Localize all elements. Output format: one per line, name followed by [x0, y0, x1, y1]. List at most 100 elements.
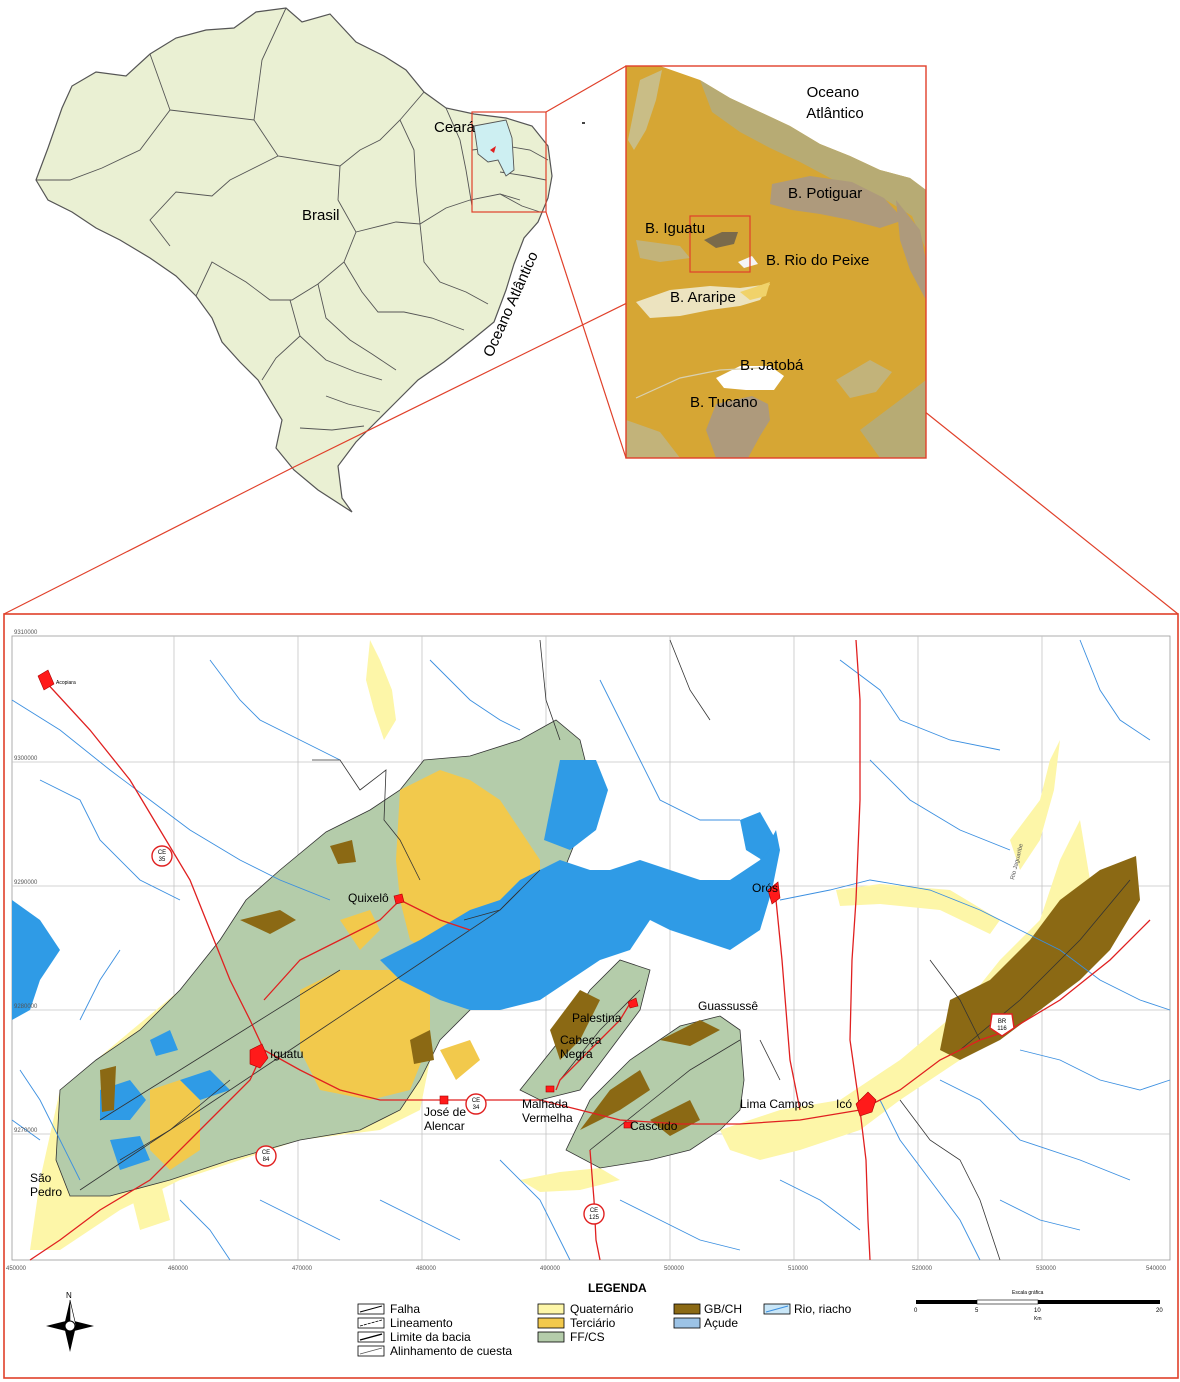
- grid-x-label: 470000: [292, 1266, 313, 1272]
- quixelo-label: Quixelô: [348, 891, 389, 905]
- shield-ce35: CE 35: [151, 845, 173, 867]
- jose-de-alencar-label-l1: José de: [424, 1105, 466, 1119]
- legend-basin-limit: Limite da bacia: [357, 1330, 471, 1344]
- inset-ocean-label: Oceano Atlântico: [806, 84, 864, 122]
- inset-detail-box: [689, 215, 751, 273]
- inset-ocean: [660, 66, 926, 190]
- legend: LEGENDA N Falha Lineamento: [46, 1281, 1163, 1358]
- araripe-label: B. Araripe: [670, 289, 736, 306]
- scale-bar: Escala gráfica 0 5 10 20 Km: [914, 1290, 1163, 1322]
- reservoir-unit: [12, 760, 780, 1170]
- scale-tick: 5: [975, 1308, 979, 1314]
- shield-ce34-l2: 34: [473, 1105, 480, 1111]
- acopiara-label: Acopiara: [56, 680, 76, 686]
- grid-x-label: 540000: [1146, 1266, 1167, 1272]
- potiguar-basin: [770, 176, 904, 228]
- ceara-label: Ceará: [434, 119, 476, 136]
- brasil-label: Brasil: [302, 207, 340, 224]
- roads: [29, 639, 1151, 1261]
- legend-gbch: GB/CH: [673, 1302, 742, 1316]
- acopiara-town: [37, 669, 55, 691]
- scale-tick: 10: [1034, 1308, 1041, 1314]
- legend-basin-limit-label: Limite da bacia: [390, 1330, 471, 1344]
- road-acopiara-iguatu: [43, 679, 265, 1051]
- legend-gbch-label: GB/CH: [704, 1302, 742, 1316]
- scale-title: Escala gráfica: [1012, 1290, 1044, 1296]
- scale-tick: 20: [1156, 1308, 1163, 1314]
- ico-town: [855, 1091, 877, 1117]
- iguatu-inset-label: B. Iguatu: [645, 220, 705, 237]
- shield-ce84-l1: CE: [262, 1150, 270, 1156]
- tucano-label: B. Tucano: [690, 394, 758, 411]
- oros-reservoir: [380, 830, 780, 1010]
- scale-unit: Km: [1034, 1316, 1042, 1322]
- grid-x-label: 450000: [6, 1266, 27, 1272]
- detail-frame: [3, 613, 1179, 1379]
- tucano-basin: [706, 396, 770, 458]
- island-marker: [582, 122, 585, 124]
- araripe-basin: [636, 284, 770, 318]
- unit-legend: Quaternário Terciário FF/CS GB/CH Açude: [537, 1302, 852, 1344]
- grid-x-label: 480000: [416, 1266, 437, 1272]
- scale-tick: 0: [914, 1308, 918, 1314]
- shield-ce34-l1: CE: [472, 1098, 480, 1104]
- north-arrow-icon: N: [46, 1291, 94, 1352]
- faults: [79, 639, 1131, 1261]
- palestina-label: Palestina: [572, 1011, 622, 1025]
- legend-acude: Açude: [673, 1316, 738, 1330]
- legend-ffcs-label: FF/CS: [570, 1330, 605, 1344]
- gbch-unit: [100, 840, 1140, 1136]
- towns: [37, 669, 877, 1129]
- legend-quaternary-label: Quaternário: [570, 1302, 634, 1316]
- iguatu-town: [249, 1043, 269, 1069]
- legend-lineament-label: Lineamento: [390, 1316, 453, 1330]
- sao-pedro-label-l1: São: [30, 1171, 52, 1185]
- detail-map: CE 35 CE 34 CE 84 CE 125 BR 116: [6, 630, 1171, 1272]
- rivers: [11, 639, 1171, 1261]
- malhada-vermelha-label-l1: Malhada: [522, 1097, 568, 1111]
- oros-town: [767, 881, 781, 905]
- line-legend: Falha Lineamento Limite da bacia Alinham…: [357, 1302, 512, 1358]
- rio-do-peixe-label: B. Rio do Peixe: [766, 252, 869, 269]
- grid-x-label: 520000: [912, 1266, 933, 1272]
- shield-ce84-l2: 84: [263, 1157, 270, 1163]
- ocean-label-line2: Atlântico: [806, 105, 864, 122]
- jatoba-label: B. Jatobá: [740, 357, 804, 374]
- grid-y-label: 9290000: [14, 880, 38, 886]
- iguatu-marker: [490, 146, 496, 153]
- state-borders: [36, 7, 549, 431]
- iguatu-basin: [704, 232, 738, 248]
- oros-label: Orós: [752, 881, 778, 895]
- grid-y-label: 9270000: [14, 1128, 38, 1134]
- legend-fault-label: Falha: [390, 1302, 420, 1316]
- legend-ffcs: FF/CS: [537, 1330, 605, 1344]
- guassusse-label: Guassussê: [698, 999, 758, 1013]
- overview-inset-box: [471, 111, 547, 213]
- grid-x-label: 500000: [664, 1266, 685, 1272]
- legend-tertiary-label: Terciário: [570, 1316, 616, 1330]
- legend-tertiary: Terciário: [537, 1316, 616, 1330]
- ico-label: Icó: [836, 1097, 852, 1111]
- road-shields: CE 35 CE 34 CE 84 CE 125 BR 116: [151, 845, 1015, 1225]
- grid-x-label: 530000: [1036, 1266, 1057, 1272]
- shield-ce125-l2: 125: [589, 1215, 600, 1221]
- shield-ce125: CE 125: [583, 1203, 605, 1225]
- potiguar-label: B. Potiguar: [788, 185, 862, 202]
- iguatu-label: Iguatu: [270, 1047, 303, 1061]
- brazil-outline: [35, 7, 553, 513]
- shield-br116-l2: 116: [997, 1026, 1007, 1032]
- shield-br116-l1: BR: [998, 1019, 1007, 1025]
- legend-quaternary: Quaternário: [537, 1302, 634, 1316]
- legend-lineament: Lineamento: [357, 1316, 453, 1330]
- shield-ce35-l2: 35: [159, 857, 166, 863]
- cabeca-negra-label-l2: Negra: [560, 1047, 593, 1061]
- jose-de-alencar-label-l2: Alencar: [424, 1119, 465, 1133]
- lima-campos-label: Lima Campos: [740, 1097, 814, 1111]
- inset-frame: [625, 65, 927, 459]
- grid-coordinate-labels: 9310000 9300000 9290000 9280000 9270000 …: [6, 630, 1167, 1272]
- legend-river: Rio, riacho: [763, 1302, 852, 1316]
- cascudo-label: Cascudo: [630, 1119, 678, 1133]
- inset-map: Oceano Atlântico B. Potiguar B. Iguatu B…: [625, 65, 927, 459]
- grid-y-label: 9280000: [14, 1004, 38, 1010]
